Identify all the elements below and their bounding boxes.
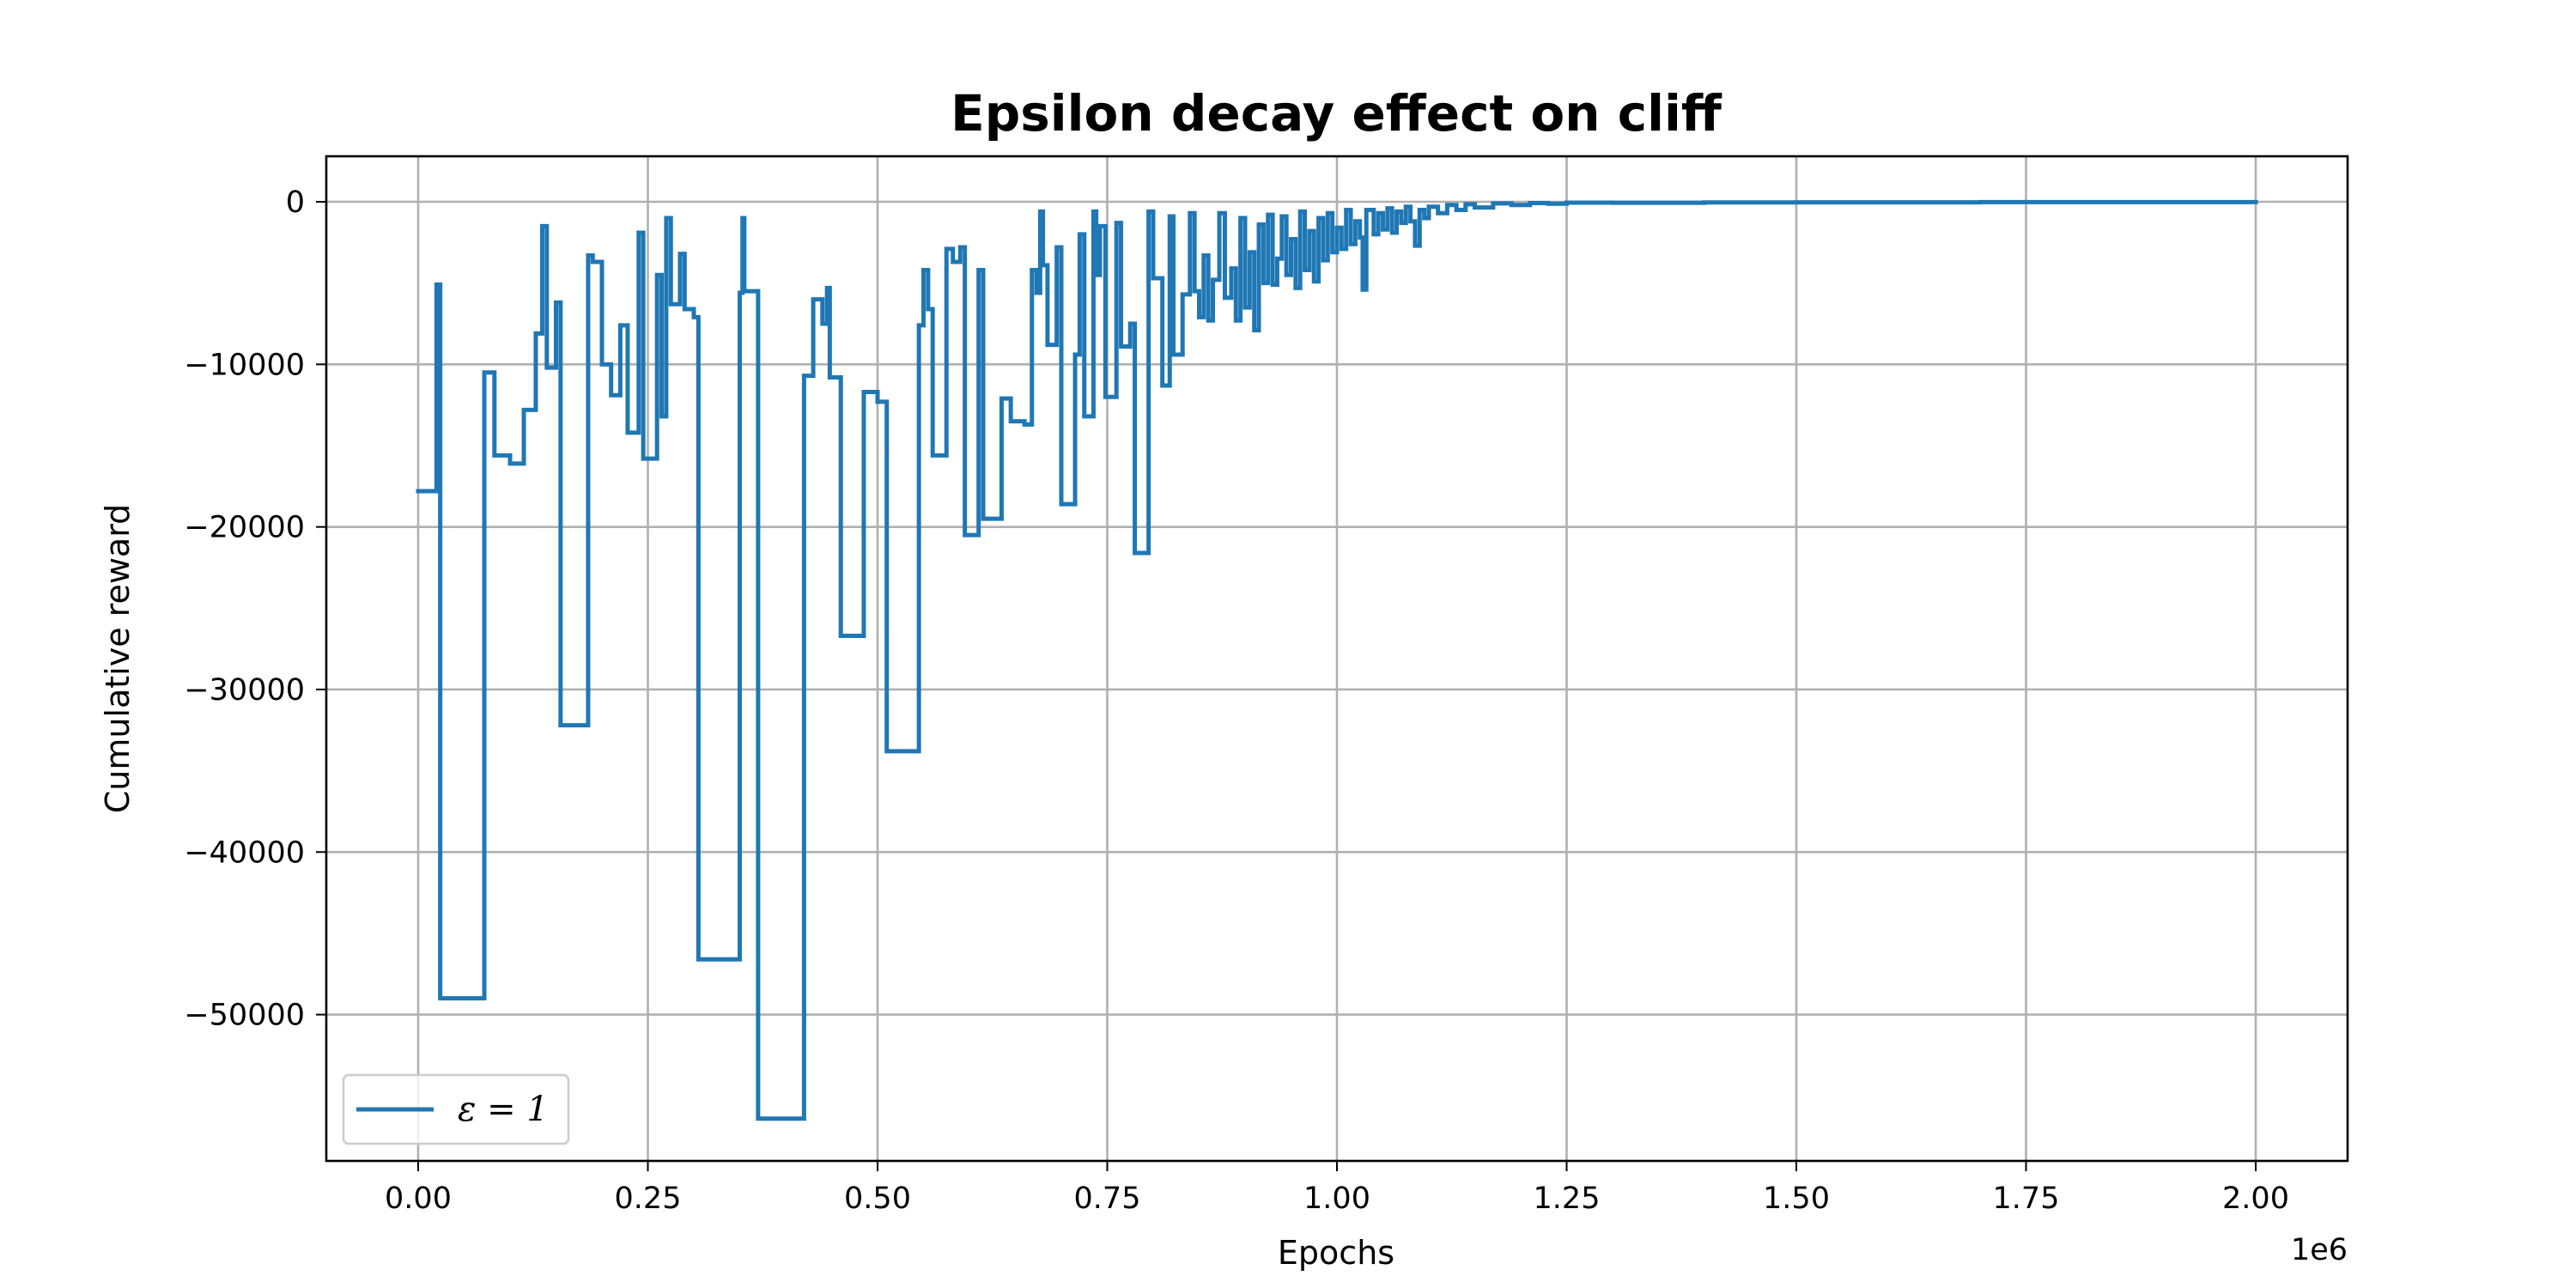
x-tick-label: 0.00 <box>385 1182 452 1216</box>
y-tick-label: −40000 <box>184 835 305 870</box>
x-tick-label: 1.00 <box>1303 1182 1370 1216</box>
y-tick-label: 0 <box>286 185 305 220</box>
x-tick-label: 1.25 <box>1534 1182 1601 1216</box>
axes-ticks: 0.00 0.25 0.50 0.75 1.00 1.25 1.50 1.75 2.00 0 −10… <box>184 185 2289 1216</box>
x-axis-offset-label: 1e6 <box>2291 1233 2348 1267</box>
x-tick-label: 1.50 <box>1763 1182 1830 1216</box>
x-tick-label: 0.50 <box>844 1182 911 1216</box>
x-tick-label: 0.75 <box>1074 1182 1141 1216</box>
x-axis-label: Epochs <box>1278 1234 1394 1272</box>
y-tick-label: −20000 <box>184 511 305 545</box>
y-tick-label: −30000 <box>184 673 305 708</box>
x-tick-label: 1.75 <box>1993 1182 2060 1216</box>
y-axis-label: Cumulative reward <box>99 504 137 814</box>
legend-frame <box>342 1073 570 1145</box>
legend: ε = 1 <box>342 1073 570 1145</box>
series-layer <box>416 199 2258 1121</box>
y-tick-label: −50000 <box>184 999 305 1033</box>
chart-title: Epsilon decay effect on cliff <box>951 84 1722 143</box>
y-tick-label: −10000 <box>184 348 305 382</box>
series-line-0 <box>416 199 2258 1121</box>
x-tick-label: 0.25 <box>615 1182 682 1216</box>
legend-entry-label: ε = 1 <box>458 1090 549 1129</box>
x-tick-label: 2.00 <box>2222 1182 2289 1216</box>
